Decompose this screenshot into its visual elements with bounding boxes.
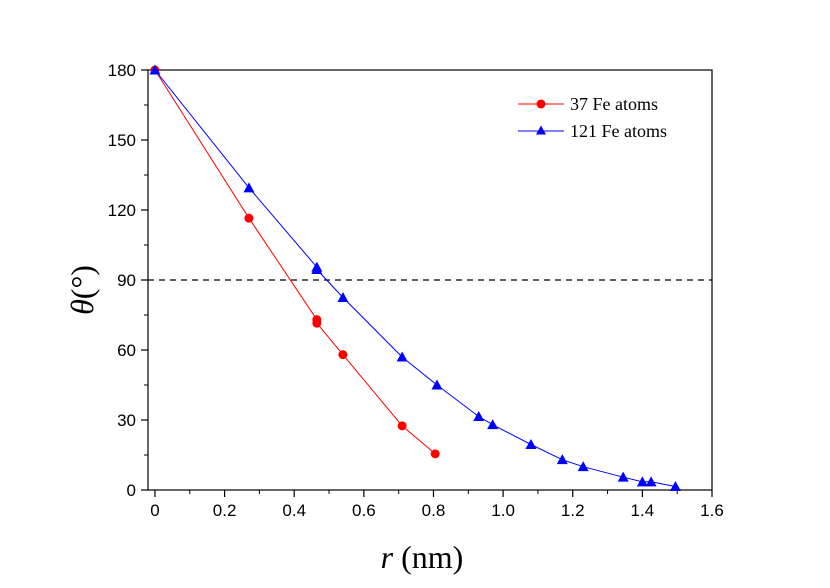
legend-label-37: 37 Fe atoms [570, 94, 658, 114]
x-tick-label: 0.4 [282, 501, 306, 520]
y-tick-label: 90 [117, 271, 136, 290]
data-point [149, 64, 161, 75]
data-point [473, 411, 485, 421]
series-2 [149, 64, 681, 491]
legend-marker-triangle-icon [536, 125, 546, 135]
x-tick-label: 1.4 [631, 501, 655, 520]
legend-marker-circle-icon [536, 99, 546, 109]
series-line [154, 69, 436, 455]
y-axis-title: θ(°) [64, 265, 100, 315]
x-axis-title: r (nm) [381, 539, 464, 575]
x-tick-label: 1.2 [561, 501, 585, 520]
legend-label-121: 121 Fe atoms [570, 121, 667, 141]
y-tick-label: 30 [117, 411, 136, 430]
data-point [636, 476, 648, 487]
y-tick-label: 60 [117, 341, 136, 360]
x-tick-label: 1.0 [491, 501, 515, 520]
data-point [337, 292, 349, 302]
data-point [431, 379, 443, 390]
data-point [311, 264, 323, 274]
x-tick-label: 0 [150, 501, 159, 520]
data-point [397, 421, 407, 431]
x-tick-label: 0.6 [352, 501, 376, 520]
y-tick-label: 0 [127, 481, 136, 500]
data-point [430, 449, 440, 459]
data-point [617, 471, 629, 482]
x-tick-label: 1.6 [700, 501, 724, 520]
data-point [645, 476, 657, 487]
y-axis-ticks: 0 30 60 90 120 150 180 [108, 61, 148, 500]
y-tick-label: 150 [108, 131, 136, 150]
series-1 [150, 65, 440, 459]
x-tick-label: 0.2 [213, 501, 237, 520]
legend: 37 Fe atoms 121 Fe atoms [518, 94, 667, 141]
data-point [669, 481, 681, 491]
y-tick-label: 180 [108, 61, 136, 80]
data-point [577, 461, 589, 472]
data-point [396, 351, 408, 362]
data-point [312, 318, 322, 328]
data-point [244, 213, 254, 223]
x-axis-ticks: 0 0.2 0.4 0.6 0.8 1.0 1.2 1.4 1.6 [150, 490, 724, 520]
data-point [556, 454, 568, 465]
x-tick-label: 0.8 [422, 501, 446, 520]
data-point [525, 439, 537, 449]
data-point [243, 182, 255, 193]
y-tick-label: 120 [108, 201, 136, 220]
data-point [487, 419, 499, 430]
data-point [338, 350, 348, 360]
series-layer [149, 64, 681, 491]
